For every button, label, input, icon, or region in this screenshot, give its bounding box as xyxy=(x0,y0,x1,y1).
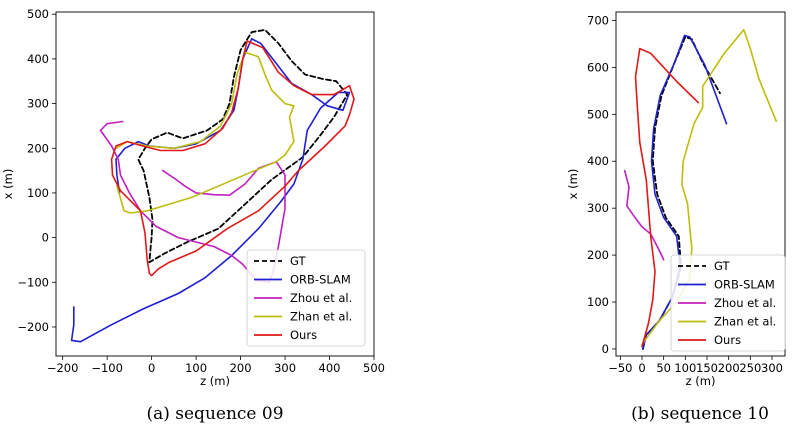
x-tick-label: 50 xyxy=(656,361,671,375)
series-line-ours xyxy=(110,40,355,277)
series-line-gt xyxy=(137,29,349,264)
y-axis-label: x (m) xyxy=(1,169,15,200)
legend-label: GT xyxy=(290,254,307,268)
x-tick-label: 300 xyxy=(274,361,296,375)
chart-1: −200 −100 0 100 200 300 400 500 −200 −100 0 100 200 3… xyxy=(1,7,385,424)
legend-label: ORB-SLAM xyxy=(290,273,351,287)
x-tick-label: 200 xyxy=(230,361,252,375)
y-tick-label: 400 xyxy=(27,52,49,66)
legend-label: Zhan et al. xyxy=(714,315,776,329)
series-line-orb-slam xyxy=(642,34,728,350)
x-tick-label: −100 xyxy=(91,361,123,375)
plot-frame xyxy=(55,11,375,357)
x-axis-label: z (m) xyxy=(686,374,716,388)
x-tick-label: 100 xyxy=(674,361,696,375)
series-line-zhou-et-al- xyxy=(623,169,665,261)
legend-box xyxy=(670,254,786,352)
chart-caption: (b) sequence 10 xyxy=(631,404,769,424)
legend-label: ORB-SLAM xyxy=(714,278,775,292)
y-axis-label: x (m) xyxy=(566,169,580,200)
y-tick-label: 400 xyxy=(587,154,609,168)
legend: GT ORB-SLAM Zhou et al. Zhan et al. Ours xyxy=(670,254,786,352)
y-tick-label: 0 xyxy=(602,342,609,356)
series-line-zhan-et-al- xyxy=(115,51,295,214)
x-tick-label: 0 xyxy=(148,361,155,375)
y-tick-label: 300 xyxy=(27,97,49,111)
x-tick-label: 250 xyxy=(739,361,761,375)
y-tick-label: 600 xyxy=(587,60,609,74)
y-tick-label: 300 xyxy=(587,201,609,215)
legend-box xyxy=(246,249,366,347)
chart-2: −50 0 50 100 150 200 250 3000100200300400500600… xyxy=(566,11,786,424)
plot-frame xyxy=(615,11,786,357)
y-tick-label: 700 xyxy=(587,13,609,27)
x-tick-label: 100 xyxy=(185,361,207,375)
legend-label: Zhou et al. xyxy=(290,291,352,305)
y-tick-label: −200 xyxy=(17,320,49,334)
x-tick-label: 150 xyxy=(696,361,718,375)
y-tick-label: 500 xyxy=(27,7,49,21)
chart-caption: (a) sequence 09 xyxy=(146,404,283,424)
y-tick-label: 100 xyxy=(27,186,49,200)
legend-label: Zhan et al. xyxy=(290,310,352,324)
x-tick-label: 500 xyxy=(363,361,385,375)
x-tick-label: −200 xyxy=(47,361,79,375)
y-tick-label: 500 xyxy=(587,107,609,121)
x-axis-label: z (m) xyxy=(200,374,230,388)
y-tick-label: −100 xyxy=(17,275,49,289)
legend: GT ORB-SLAM Zhou et al. Zhan et al. Ours xyxy=(246,249,366,347)
x-tick-label: −50 xyxy=(608,361,632,375)
y-tick-label: 0 xyxy=(42,231,49,245)
x-tick-label: 0 xyxy=(638,361,645,375)
legend-label: Ours xyxy=(290,328,317,342)
x-tick-label: 200 xyxy=(718,361,740,375)
y-tick-label: 200 xyxy=(587,248,609,262)
legend-label: Ours xyxy=(714,333,741,347)
x-tick-label: 300 xyxy=(761,361,783,375)
x-tick-label: 400 xyxy=(319,361,341,375)
series-line-ours xyxy=(634,47,700,348)
y-tick-label: 200 xyxy=(27,141,49,155)
legend-label: GT xyxy=(714,259,731,273)
legend-label: Zhou et al. xyxy=(714,296,776,310)
y-tick-label: 100 xyxy=(587,295,609,309)
